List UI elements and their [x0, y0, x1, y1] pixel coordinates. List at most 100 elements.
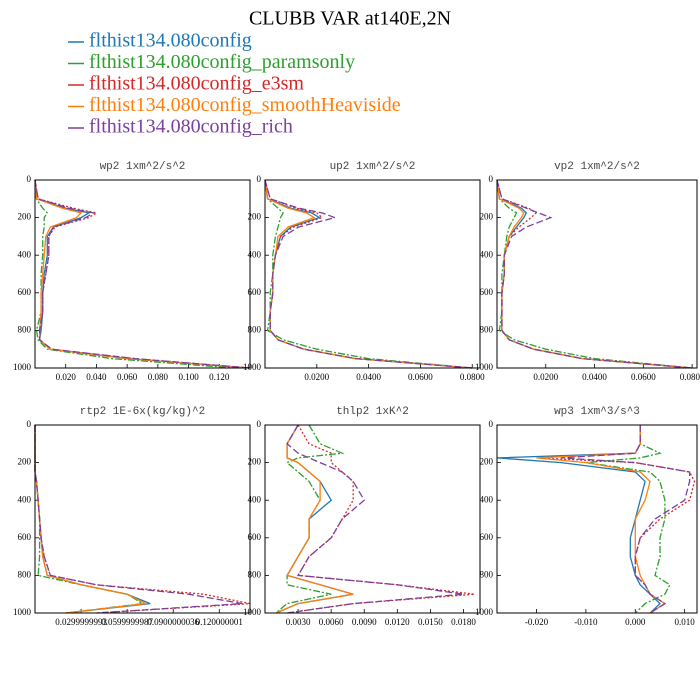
profile-line	[264, 179, 473, 369]
y-tick-label: 1000	[243, 607, 262, 617]
y-tick-label: 400	[18, 249, 32, 259]
y-tick-label: 600	[480, 532, 494, 542]
y-tick-label: 400	[248, 249, 262, 259]
x-tick-label: 0.120000001	[196, 617, 243, 627]
profile-line	[34, 425, 145, 614]
legend-label: flthist134.080config_e3sm	[89, 73, 304, 95]
panel-title: wp3 1xm^3/s^3	[554, 406, 640, 418]
y-tick-label: 600	[18, 287, 32, 297]
panel-title: up2 1xm^2/s^2	[330, 161, 416, 173]
legend-label: flthist134.080config_rich	[89, 116, 293, 138]
profile-line	[264, 179, 473, 369]
profile-line	[287, 424, 475, 614]
plot-frame	[496, 424, 698, 614]
y-tick-label: 600	[480, 287, 494, 297]
y-tick-label: 800	[248, 324, 262, 334]
panel: wp3 1xm^3/s^3 0 200 400 600 800 1000 -0.020 -0.0…	[475, 406, 698, 627]
y-tick-label: 200	[480, 212, 494, 222]
panel-title: rtp2 1E-6x(kg/kg)^2	[80, 406, 205, 418]
plot-frame	[34, 179, 251, 369]
profile-line	[34, 425, 151, 614]
x-tick-label: 0.0030	[286, 617, 311, 627]
profile-line	[536, 425, 696, 614]
x-tick-label: 0.020	[56, 372, 77, 382]
y-tick-label: 400	[18, 494, 32, 504]
y-tick-label: 1000	[475, 362, 494, 372]
panel: rtp2 1E-6x(kg/kg)^2 0 200 400 600 800 1000 0.02…	[13, 406, 251, 627]
profile-line	[496, 179, 693, 369]
x-tick-label: 0.0150	[418, 617, 443, 627]
panel-title: thlp2 1xK^2	[336, 406, 409, 418]
profile-line	[275, 424, 345, 614]
x-tick-label: 0.0599999987	[101, 617, 153, 627]
x-tick-label: 0.000	[625, 617, 646, 627]
legend-label: flthist134.080config_smoothHeaviside	[89, 94, 401, 116]
profile-line	[34, 425, 251, 614]
panel: wp2 1xm^2/s^2 0 200 400 600 800 1000 0.020 0.040…	[13, 161, 251, 382]
y-tick-label: 600	[248, 532, 262, 542]
x-tick-label: 0.0090	[352, 617, 377, 627]
profile-line	[496, 179, 693, 369]
x-tick-label: 0.0299999993	[55, 617, 107, 627]
y-tick-label: 1000	[243, 362, 262, 372]
x-tick-label: 0.0800	[680, 372, 700, 382]
x-tick-label: 0.040	[86, 372, 107, 382]
y-tick-label: 1000	[13, 362, 32, 372]
x-tick-label: 0.060	[117, 372, 138, 382]
legend-label: flthist134.080config	[89, 30, 252, 52]
y-tick-label: 0	[257, 419, 262, 429]
y-tick-label: 400	[480, 249, 494, 259]
x-tick-label: 0.0060	[319, 617, 344, 627]
plot-frame	[496, 179, 698, 369]
x-tick-label: 0.010	[675, 617, 696, 627]
y-tick-label: 600	[18, 532, 32, 542]
page-title: CLUBB VAR at140E,2N	[249, 8, 451, 30]
x-tick-label: 0.0180	[451, 617, 476, 627]
panel-title: wp2 1xm^2/s^2	[100, 161, 186, 173]
x-tick-label: 0.0600	[408, 372, 433, 382]
y-tick-label: 800	[248, 569, 262, 579]
y-tick-label: 400	[480, 494, 494, 504]
y-tick-label: 800	[480, 324, 494, 334]
profile-line	[34, 179, 251, 369]
profile-line	[275, 424, 354, 614]
legend-label: flthist134.080config_paramsonly	[89, 51, 355, 73]
x-tick-label: 0.0400	[356, 372, 381, 382]
y-tick-label: 200	[480, 457, 494, 467]
y-tick-label: 1000	[475, 607, 494, 617]
y-tick-label: 200	[248, 212, 262, 222]
x-tick-label: 0.0800	[460, 372, 485, 382]
panel: up2 1xm^2/s^2 0 200 400 600 800 1000 0.0200 0.04…	[243, 161, 485, 382]
x-tick-label: 0.080	[148, 372, 169, 382]
profile-line	[496, 425, 661, 614]
plot-frame	[34, 424, 251, 614]
y-tick-label: 200	[18, 212, 32, 222]
x-tick-label: -0.020	[525, 617, 549, 627]
plot-frame	[264, 424, 481, 614]
y-tick-label: 0	[489, 174, 494, 184]
panel: thlp2 1xK^2 0 200 400 600 800 1000 0.0030 0.0060…	[243, 406, 481, 627]
profile-line	[264, 179, 473, 369]
profile-line	[264, 179, 473, 369]
y-tick-label: 400	[248, 494, 262, 504]
y-tick-label: 800	[18, 324, 32, 334]
x-tick-label: 0.0900000036	[147, 617, 199, 627]
profile-line	[585, 425, 671, 614]
y-tick-label: 0	[489, 419, 494, 429]
y-tick-label: 800	[480, 569, 494, 579]
y-tick-label: 200	[248, 457, 262, 467]
x-tick-label: 0.120	[209, 372, 230, 382]
profile-line	[561, 425, 691, 614]
y-tick-label: 800	[18, 569, 32, 579]
profile-line	[34, 425, 243, 614]
profile-line	[34, 425, 148, 614]
y-tick-label: 0	[27, 174, 32, 184]
panel-title: vp2 1xm^2/s^2	[554, 161, 640, 173]
x-tick-label: 0.0120	[385, 617, 410, 627]
x-tick-label: -0.010	[574, 617, 598, 627]
y-tick-label: 0	[257, 174, 262, 184]
profile-line	[264, 179, 473, 369]
y-tick-label: 600	[248, 287, 262, 297]
x-tick-label: 0.0600	[631, 372, 656, 382]
